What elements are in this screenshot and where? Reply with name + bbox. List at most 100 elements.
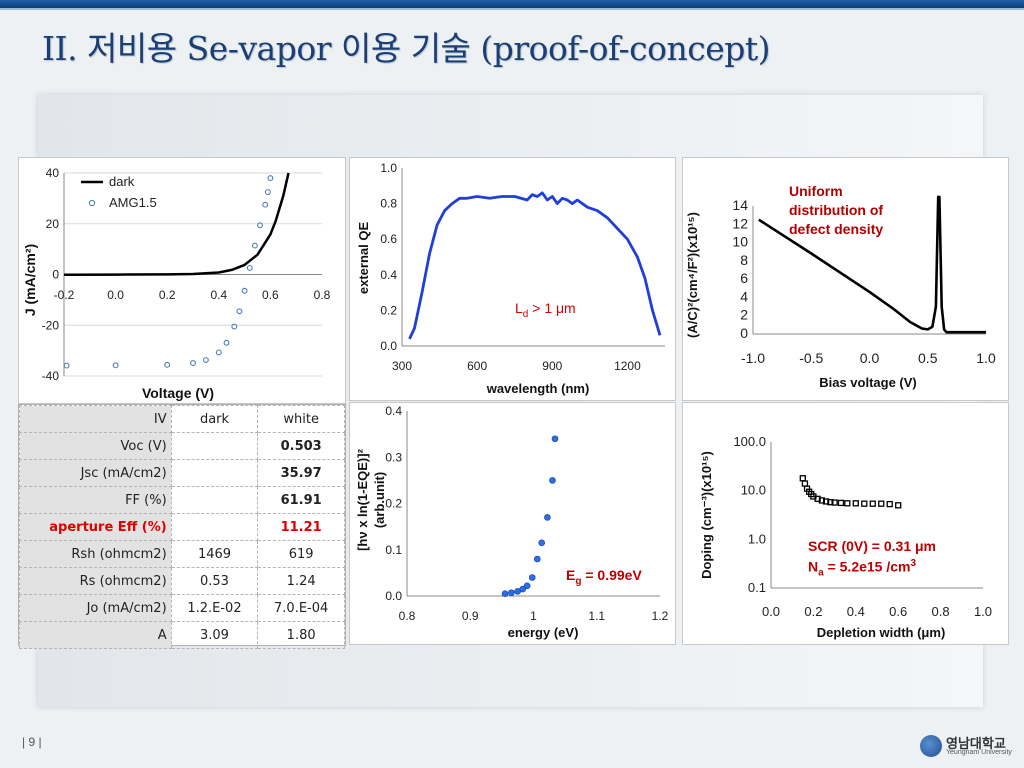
data-point [519,585,527,593]
data-point [63,362,70,369]
legend-swatch [88,199,96,207]
eqe-chart-panel: 300 600 900 1200 1.0 0.8 0.6 0.4 0.2 0.0 wavelengt… [349,157,676,401]
y-tick-label: 1.0 [380,161,397,175]
x-tick-label: 0.6 [889,604,907,619]
jv-chart: -0.2 0.0 0.2 0.4 0.6 0.8 40 20 0 -20 -40 Voltage (V… [22,166,331,401]
uniform-defect-annotation: Uniform distribution of defect density [789,183,884,237]
x-tick-label: 300 [392,359,412,373]
x-tick-label: 0.0 [107,288,124,302]
data-point [869,500,876,507]
row-dark-value: 0.53 [170,567,259,595]
data-point [801,480,809,487]
row-label: Voc (V) [19,432,172,460]
row-dark-value [170,432,259,460]
x-axis-title: Depletion width (μm) [817,625,946,640]
data-point [831,499,838,506]
data-point [861,500,868,507]
x-tick-label: 1.1 [588,609,605,623]
row-white-value: 35.97 [257,459,345,487]
x-tick-label: 600 [467,359,487,373]
row-white-value: 619 [257,540,345,568]
tauc-chart: 0.8 0.9 1 1.1 1.2 0.4 0.3 0.2 0.1 0.0 energy (eV) [… [355,404,669,640]
y-tick-label: 4 [740,288,748,304]
data-point [878,500,885,507]
x-tick-label: 1.0 [974,604,992,619]
data-point [223,339,230,346]
data-point [799,475,806,482]
row-white-value: 1.80 [257,621,345,649]
table-header-label: IV [19,405,172,433]
y-tick-label: 0 [740,325,748,341]
y-axis-title: (A/C)²(cm⁴/F²)(x10¹⁵) [685,212,700,338]
legend-label: AMG1.5 [109,195,157,210]
row-white-value: 1.24 [257,567,345,595]
y-tick-label: -40 [42,369,60,383]
y-tick-label: 0.3 [385,450,402,464]
row-label: Rs (ohmcm2) [19,567,172,595]
y-tick-label: 12 [732,215,748,231]
data-point [112,362,119,369]
data-point [544,514,551,521]
row-label: Jsc (mA/cm2) [19,459,172,487]
table-row: Rsh (ohmcm2) 1469 619 [19,540,345,568]
table-row: A 3.09 1.80 [19,621,345,649]
series-line [758,195,986,334]
row-label: A [19,621,172,649]
data-point [501,590,509,597]
table-header-white: white [257,405,345,433]
x-tick-label: 0.8 [314,288,331,302]
cv-chart-panel: -1.0 -0.5 0.0 0.5 1.0 14 12 10 8 6 4 2 0 Bias voltage… [682,157,1009,401]
y-tick-label: 0.1 [748,580,766,595]
page-number: | 9 | [22,735,42,749]
y-tick-label: 0.8 [380,197,397,211]
university-emblem-icon [920,735,942,757]
data-point [549,477,556,484]
row-label: Jo (mA/cm2) [19,594,172,622]
row-white-value: 11.21 [257,513,345,541]
data-point [523,582,531,590]
y-tick-label: 10.0 [741,483,766,498]
row-dark-value: 3.09 [170,621,259,649]
top-accent-line [0,8,1024,10]
x-tick-label: 1.2 [652,609,669,623]
x-tick-label: 0.9 [462,609,479,623]
y-tick-label: 100.0 [733,434,766,449]
row-dark-value [170,513,259,541]
row-dark-value [170,459,259,487]
x-tick-label: 1200 [614,359,641,373]
data-point [267,175,274,182]
na-annotation-line: Na = 5.2e15 /cm3 [808,558,917,579]
iv-parameters-table: IV dark white Voc (V) 0.503 Jsc (mA/cm2)… [18,404,346,649]
data-point [844,500,851,507]
logo-korean-name: 영남대학교 [946,736,1006,751]
x-tick-label: 0.0 [762,604,780,619]
x-tick-label: -0.2 [54,288,75,302]
logo-english-name: Yeungnam University [946,749,1012,756]
x-axis-title: Bias voltage (V) [819,375,917,390]
y-axis-title: (arb.unit) [372,472,387,528]
data-point [262,201,269,208]
x-axis-title: energy (eV) [508,625,579,640]
y-tick-label: 1.0 [748,531,766,546]
y-axis-title: Doping (cm⁻³)(x10¹⁵) [699,451,714,579]
slide-title: II. 저비용 Se-vapor 이용 기술 (proof-of-concept… [42,29,771,68]
data-point [202,357,209,363]
row-white-value: 0.503 [257,432,345,460]
row-dark-value: 1.2.E-02 [170,594,259,622]
y-tick-label: 0.4 [385,404,402,418]
y-tick-label: 40 [46,166,60,180]
row-label: Rsh (ohmcm2) [19,540,172,568]
table-header-dark: dark [170,405,259,433]
y-tick-label: 0.6 [380,232,397,246]
table-row: Jsc (mA/cm2) 35.97 [19,459,345,487]
cv-chart: -1.0 -0.5 0.0 0.5 1.0 14 12 10 8 6 4 2 0 Bias voltage… [685,195,996,390]
data-point [822,498,830,505]
table-row: Jo (mA/cm2) 1.2.E-02 7.0.E-04 [19,594,345,622]
y-axis-title: J (mA/cm²) [22,244,38,316]
data-point [818,497,826,504]
data-point [251,242,258,249]
x-tick-label: 0.6 [262,288,279,302]
doping-chart: 0.0 0.2 0.4 0.6 0.8 1.0 100.0 10.0 1.0 0.1 Depleti… [699,434,992,640]
y-tick-label: 20 [46,217,60,231]
data-point [231,323,238,330]
